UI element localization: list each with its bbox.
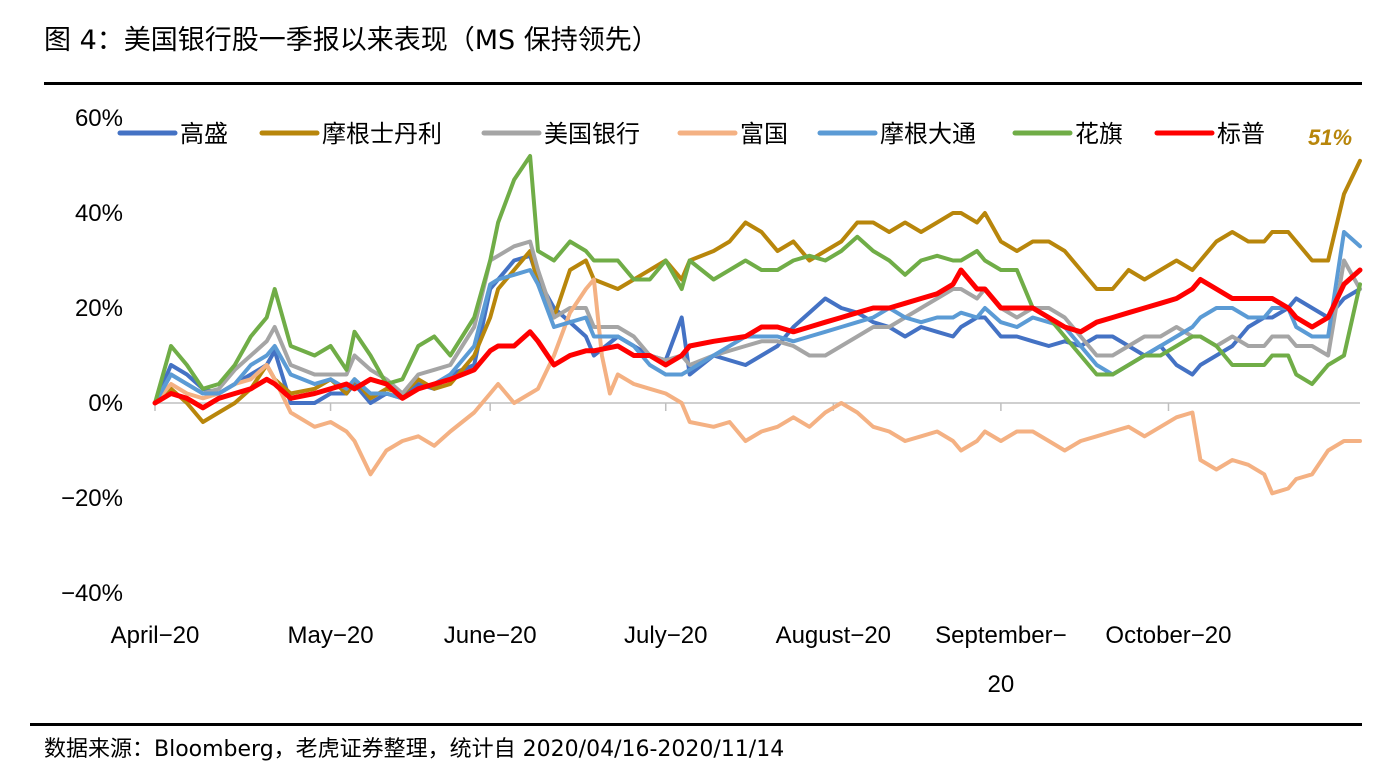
legend-label: 富国	[740, 120, 788, 148]
series-line	[152, 267, 1363, 411]
x-tick-label: October−20	[1105, 622, 1231, 649]
legend-label: 摩根大通	[880, 120, 976, 148]
x-tick-label: June−20	[444, 622, 537, 649]
series-line	[153, 154, 1362, 405]
x-tick-label: July−20	[624, 622, 707, 649]
x-tick-label: May−20	[288, 622, 374, 649]
bottom-rule	[30, 723, 1362, 726]
y-tick-label: 0%	[88, 390, 123, 417]
y-axis: −40% −20% 0% 20% 40% 60%	[61, 105, 123, 607]
y-tick-label: 60%	[75, 105, 123, 132]
source-note: 数据来源：Bloomberg，老虎证券整理，统计自 2020/04/16-202…	[44, 737, 785, 762]
top-rule	[44, 82, 1362, 85]
legend-label: 高盛	[180, 120, 228, 148]
series-line	[153, 277, 1362, 496]
legend-label: 花旗	[1075, 120, 1123, 148]
y-tick-label: 40%	[75, 200, 123, 227]
legend: 高盛 摩根士丹利 美国银行 富国 摩根大通 花旗 标普	[117, 120, 1265, 148]
y-tick-label: 20%	[75, 295, 123, 322]
x-tick-label: April−20	[111, 622, 200, 649]
end-value-annotation: 51%	[1308, 125, 1352, 150]
legend-label: 摩根士丹利	[322, 120, 442, 148]
legend-label: 标普	[1217, 120, 1265, 148]
series-line	[153, 230, 1362, 405]
series-line	[153, 239, 1362, 405]
page-title: 图 4：美国银行股一季报以来表现（MS 保持领先）	[44, 25, 659, 56]
x-axis: April−20 May−20 June−20 July−20 August−20 Sep…	[111, 402, 1360, 698]
series-lines	[152, 154, 1363, 496]
legend-label: 美国银行	[544, 120, 640, 148]
y-tick-label: −20%	[61, 485, 123, 512]
y-tick-label: −40%	[61, 580, 123, 607]
line-chart: −40% −20% 0% 20% 40% 60% April−20 May−20 June−2…	[61, 105, 1363, 698]
x-tick-label: September− 20	[935, 622, 1066, 698]
series-line	[153, 253, 1362, 405]
x-tick-label: August−20	[776, 622, 891, 649]
